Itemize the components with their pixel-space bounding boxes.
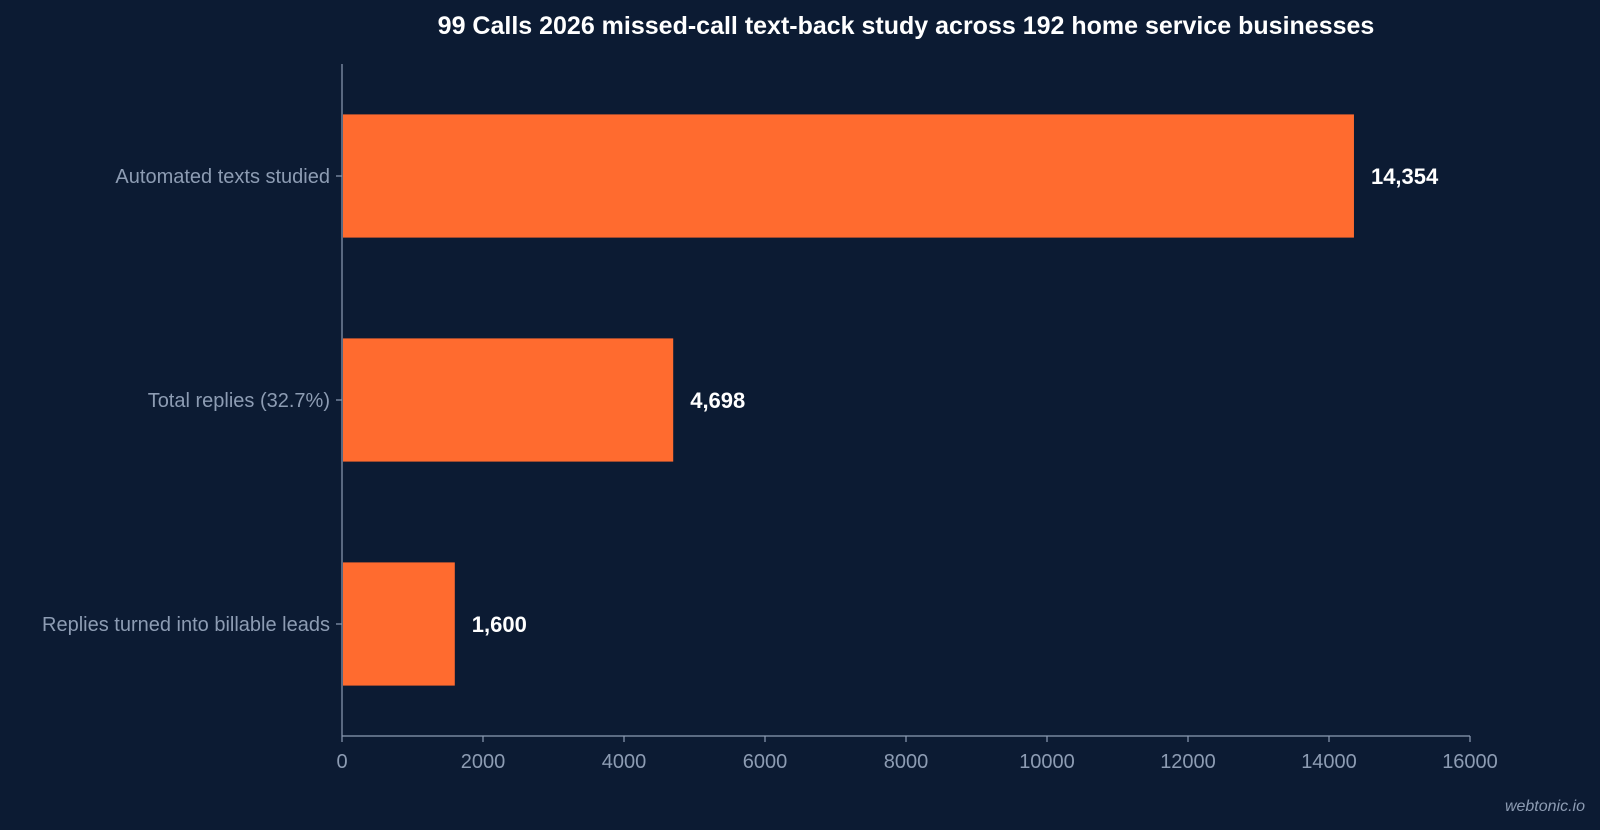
bar: [343, 338, 674, 462]
axes: 0 2000 4000 6000 8000 10000 12000 14000 16000 Aut…: [42, 64, 1498, 773]
x-tick-label: 10000: [1019, 751, 1075, 773]
value-label: 14,354: [1371, 164, 1439, 189]
x-tick-label: 8000: [884, 751, 929, 773]
x-tick-label: 12000: [1160, 751, 1216, 773]
x-tick-label: 6000: [743, 751, 788, 773]
category-label: Replies turned into billable leads: [42, 614, 330, 636]
category-label: Automated texts studied: [115, 166, 330, 188]
bar: [343, 114, 1354, 238]
x-tick-label: 0: [336, 751, 347, 773]
bars: 14,354 4,698 1,600: [343, 114, 1439, 686]
x-tick-label: 2000: [461, 751, 506, 773]
watermark: webtonic.io: [1505, 798, 1585, 815]
bar: [343, 562, 455, 686]
value-label: 4,698: [690, 388, 745, 413]
x-tick-label: 4000: [602, 751, 647, 773]
value-label: 1,600: [472, 612, 527, 637]
chart-title: 99 Calls 2026 missed-call text-back stud…: [438, 12, 1375, 40]
x-tick-label: 16000: [1442, 751, 1498, 773]
category-label: Total replies (32.7%): [148, 390, 330, 412]
x-tick-label: 14000: [1301, 751, 1357, 773]
